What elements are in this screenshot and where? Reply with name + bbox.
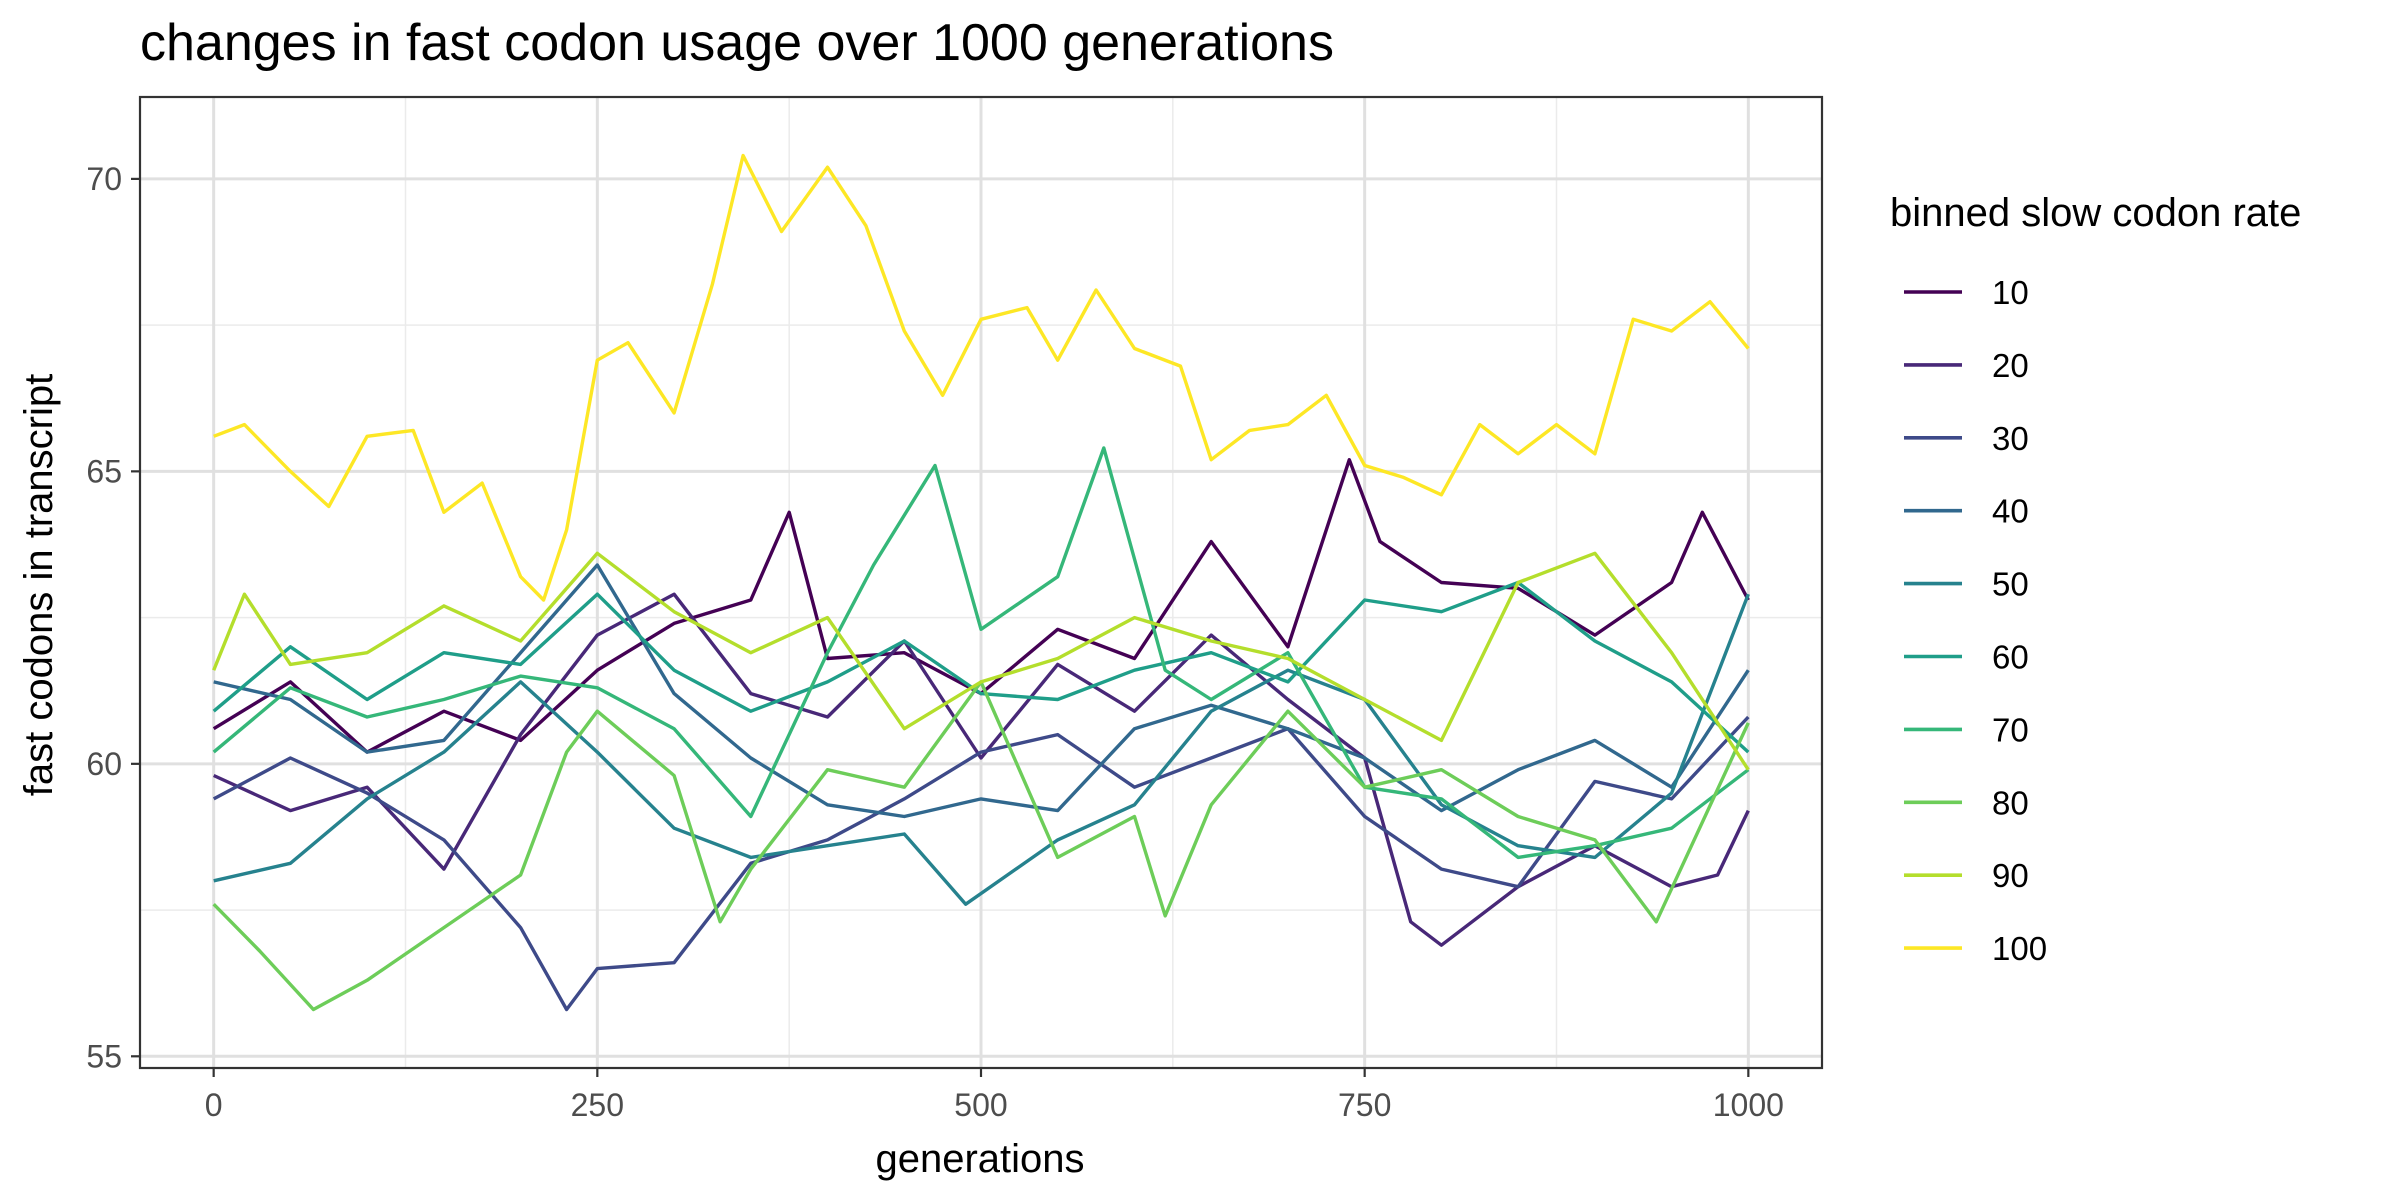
y-tick-label: 60: [86, 746, 122, 782]
x-tick-label: 500: [954, 1087, 1007, 1123]
x-axis-title: generations: [875, 1137, 1084, 1181]
legend-label-10: 10: [1992, 274, 2029, 311]
legend-label-60: 60: [1992, 639, 2029, 676]
legend-label-70: 70: [1992, 711, 2029, 748]
legend: binned slow codon rate 10 20 30 40 50 60 70 80 9…: [1890, 191, 2301, 967]
legend-label-80: 80: [1992, 784, 2029, 821]
series-line-30: [212, 715, 1750, 1012]
legend-title: binned slow codon rate: [1890, 191, 2301, 235]
x-tick-label: 250: [571, 1087, 624, 1123]
series-line-70: [212, 446, 1750, 860]
legend-label-40: 40: [1992, 493, 2029, 530]
legend-label-90: 90: [1992, 857, 2029, 894]
series-lines: [212, 153, 1750, 1012]
y-tick-label: 55: [86, 1038, 122, 1074]
legend-label-50: 50: [1992, 566, 2029, 603]
x-tick-label: 1000: [1713, 1087, 1784, 1123]
legend-label-100: 100: [1992, 930, 2047, 967]
axes: 0 250 500 750 1000 55 60 65 70: [86, 161, 1784, 1123]
series-line-50: [213, 593, 1750, 906]
series-line-20: [212, 592, 1750, 947]
legend-label-20: 20: [1992, 347, 2029, 384]
series-line-90: [212, 551, 1750, 771]
chart-title: changes in fast codon usage over 1000 ge…: [140, 14, 1334, 72]
grid: [140, 97, 1822, 1068]
series-line-10: [212, 458, 1750, 754]
series-line-60: [212, 580, 1750, 754]
y-axis-title: fast codons in transcript: [17, 374, 61, 796]
x-tick-label: 750: [1338, 1087, 1391, 1123]
series-line-100: [213, 153, 1750, 602]
x-tick-label: 0: [205, 1087, 223, 1123]
legend-label-30: 30: [1992, 420, 2029, 457]
y-tick-label: 65: [86, 453, 122, 489]
series-line-40: [213, 563, 1750, 819]
series-line-80: [212, 680, 1750, 1012]
y-tick-label: 70: [86, 161, 122, 197]
